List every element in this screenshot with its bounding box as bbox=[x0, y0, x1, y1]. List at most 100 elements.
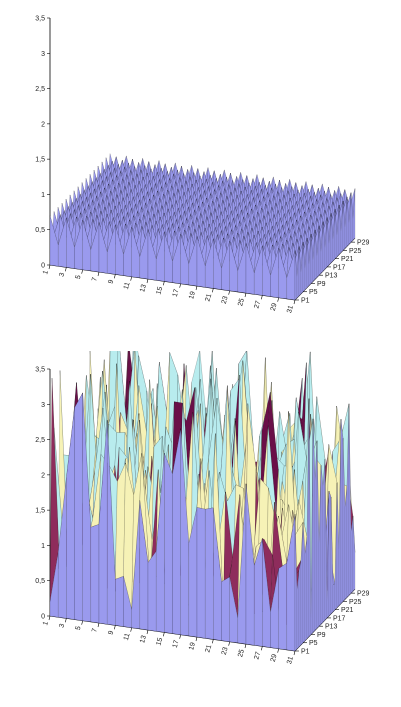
bottom-x-tick-label: 23 bbox=[221, 646, 230, 655]
bottom-x-tick-label: 9 bbox=[107, 630, 115, 636]
bottom-x-tick bbox=[261, 646, 263, 651]
bottom-x-tick-label: 15 bbox=[155, 637, 164, 646]
bottom-x-tick-label: 3 bbox=[58, 623, 66, 629]
bottom-y-tick-label: P17 bbox=[333, 615, 346, 622]
top-side-wall-patch bbox=[352, 188, 356, 241]
bottom-y-tick-label: P29 bbox=[357, 591, 370, 598]
bottom-x-tick bbox=[277, 648, 279, 653]
bottom-z-tick-label: 0,5 bbox=[35, 578, 45, 585]
surface-chart-bottom: 0 0,5 1 1,5 2 2,5 3 3,5 1 3 5 7 9 11 13 15 17 19 21 23 25 27 2… bbox=[0, 323, 401, 702]
top-z-tick-label: 0,5 bbox=[35, 227, 45, 234]
top-x-tick bbox=[293, 299, 296, 305]
bottom-x-tick bbox=[195, 636, 198, 642]
bottom-side-wall-patch bbox=[320, 465, 324, 625]
top-x-tick bbox=[244, 292, 247, 298]
bottom-z-tick-label: 2 bbox=[41, 472, 45, 479]
top-y-tick-label: P25 bbox=[349, 248, 362, 255]
top-z-tick-label: 2,5 bbox=[35, 86, 45, 93]
surface-chart-top-svg: 00,511,522,533,51 3 5 7 9 11 13 15 17 19 21 23 25 27 2… bbox=[35, 16, 370, 315]
bottom-side-wall-patch bbox=[328, 491, 332, 617]
bottom-x-tick-label: 13 bbox=[139, 635, 148, 644]
bottom-y-tick-label: P25 bbox=[349, 599, 362, 606]
bottom-x-tick-label: 25 bbox=[237, 649, 246, 658]
bottom-side-wall-patch bbox=[352, 516, 356, 592]
top-x-tick bbox=[228, 290, 230, 295]
bottom-y-tick-label: P5 bbox=[309, 640, 318, 647]
top-z-tick-label: 2 bbox=[41, 121, 45, 128]
bottom-side-wall-patch bbox=[304, 536, 308, 642]
top-y-tick-label: P9 bbox=[317, 281, 326, 288]
top-x-tick-label: 21 bbox=[204, 293, 213, 302]
bottom-x-tick bbox=[212, 639, 214, 644]
top-y-tick-label: P13 bbox=[325, 273, 338, 280]
bottom-z-tick-label: 2,5 bbox=[35, 437, 45, 444]
top-x-tick bbox=[179, 283, 181, 288]
bottom-x-tick-label: 5 bbox=[75, 625, 83, 631]
bottom-x-tick bbox=[146, 629, 149, 635]
top-y-tick-label: P1 bbox=[301, 298, 310, 305]
top-front-wall bbox=[49, 188, 356, 301]
bottom-front-wall-patch bbox=[205, 507, 214, 640]
top-y-tick-label: P21 bbox=[341, 256, 354, 263]
bottom-y-tick-label: P13 bbox=[325, 624, 338, 631]
bottom-x-tick-label: 19 bbox=[188, 642, 197, 651]
top-z-tick-label: 1 bbox=[41, 192, 45, 199]
bottom-z-tick-label: 0 bbox=[41, 614, 45, 621]
bottom-front-wall-patch bbox=[66, 407, 75, 620]
bottom-side-wall-patch bbox=[340, 419, 344, 604]
top-y-tick-label: P5 bbox=[309, 289, 318, 296]
top-x-tick-label: 15 bbox=[155, 286, 164, 295]
top-x-tick bbox=[97, 271, 100, 277]
bottom-x-tick-label: 17 bbox=[172, 639, 181, 648]
top-x-tick bbox=[163, 281, 165, 286]
bottom-x-tick-label: 31 bbox=[286, 656, 295, 665]
bottom-x-tick-label: 29 bbox=[270, 653, 279, 662]
top-x-tick bbox=[212, 288, 214, 293]
top-x-tick-label: 31 bbox=[286, 305, 295, 314]
bottom-x-tick bbox=[130, 627, 132, 632]
bottom-x-tick bbox=[293, 650, 296, 656]
bottom-x-tick bbox=[179, 634, 181, 639]
surface-chart-bottom-svg: 00,511,522,533,51 3 5 7 9 11 13 15 17 19 21 23 25 27 2… bbox=[35, 323, 370, 665]
top-x-tick-label: 5 bbox=[75, 274, 83, 280]
bottom-side-wall-patch bbox=[332, 583, 336, 613]
bottom-x-tick bbox=[97, 622, 100, 628]
top-x-tick bbox=[130, 276, 132, 281]
bottom-front-wall-patch bbox=[115, 576, 124, 627]
top-x-tick bbox=[277, 297, 279, 302]
bottom-x-tick bbox=[228, 641, 230, 646]
top-x-tick-label: 23 bbox=[221, 295, 230, 304]
bottom-x-tick-label: 21 bbox=[204, 644, 213, 653]
bottom-x-tick-label: 27 bbox=[253, 651, 262, 660]
top-x-tick bbox=[114, 274, 116, 279]
top-z-tick-label: 3,5 bbox=[35, 16, 45, 23]
bottom-front-wall-patch bbox=[147, 550, 157, 632]
bottom-x-tick bbox=[114, 625, 116, 630]
top-x-tick-label: 9 bbox=[107, 279, 115, 285]
bottom-front-wall bbox=[49, 392, 356, 652]
bottom-z-tick-label: 1,5 bbox=[35, 508, 45, 515]
top-x-tick bbox=[48, 264, 51, 270]
top-x-tick-label: 25 bbox=[237, 298, 246, 307]
top-x-tick bbox=[146, 278, 149, 284]
top-x-tick-label: 1 bbox=[42, 270, 50, 276]
top-y-tick-label: P29 bbox=[357, 240, 370, 247]
bottom-front-wall-patch bbox=[221, 576, 230, 642]
bottom-x-tick-label: 7 bbox=[91, 628, 99, 634]
top-x-tick bbox=[261, 295, 263, 300]
top-x-tick-label: 13 bbox=[139, 284, 148, 293]
bottom-side-wall-patch bbox=[322, 458, 326, 623]
bottom-x-tick bbox=[81, 620, 83, 625]
top-x-tick bbox=[65, 267, 67, 272]
bottom-x-tick-label: 1 bbox=[42, 621, 50, 627]
bottom-z-tick-label: 3,5 bbox=[35, 367, 45, 374]
bottom-front-wall-patch bbox=[196, 507, 206, 639]
bottom-side-wall-patch bbox=[344, 486, 348, 600]
bottom-x-tick-label: 11 bbox=[123, 632, 132, 641]
top-x-tick-label: 27 bbox=[253, 300, 262, 309]
bottom-y-tick-label: P21 bbox=[341, 607, 354, 614]
top-z-tick-label: 3 bbox=[41, 51, 45, 58]
bottom-y-tick-label: P1 bbox=[301, 649, 310, 656]
top-z-tick-label: 1,5 bbox=[35, 157, 45, 164]
bottom-front-wall-patch bbox=[164, 453, 173, 634]
